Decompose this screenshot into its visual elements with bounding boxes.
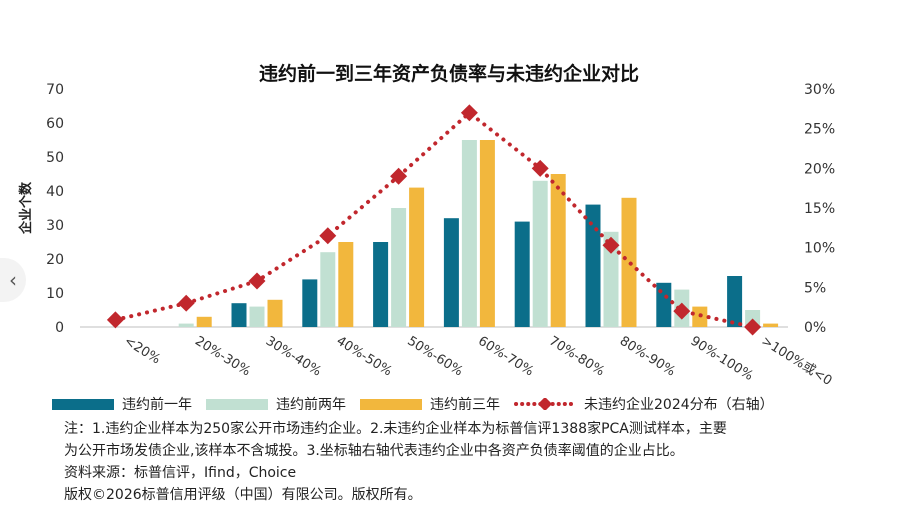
legend-swatch-nondefault [514, 398, 576, 410]
nondefault-point-1 [177, 294, 195, 312]
notes: 注：1.违约企业样本为250家公开市场违约企业。2.未违约企业样本为标普信评13… [64, 418, 864, 506]
x-tick-label: 30%-40% [263, 334, 324, 380]
chart: 违约前一到三年资产负债率与未违约企业对比 企业个数 0 10 20 30 40 50 60 7… [18, 62, 835, 389]
legend-item-year2: 违约前两年 [206, 394, 346, 414]
bar-2-5 [461, 140, 477, 327]
y2-tick-label: 10% [804, 241, 835, 257]
legend-swatch-year2 [206, 398, 268, 410]
nondefault-point-9 [744, 318, 762, 336]
y-tick-label: 60 [46, 116, 64, 132]
y-tick-label: 10 [46, 286, 64, 302]
y2-tick-label: 5% [804, 280, 826, 296]
legend-swatch-year1 [52, 398, 114, 410]
x-tick-label: 50%-60% [404, 334, 465, 380]
x-tick-label: >100%或<0 [758, 334, 834, 389]
y-tick-label: 30 [46, 218, 64, 234]
y2-tick-label: 15% [804, 201, 835, 217]
legend: 违约前一年 违约前两年 违约前三年 未违约企业2024分布（右轴） [52, 394, 788, 414]
bar-3-9 [763, 323, 779, 327]
y2-tick-label: 20% [804, 161, 835, 177]
y-tick-label: 20 [46, 252, 64, 268]
nondefault-point-0 [106, 311, 124, 329]
nondefault-point-3 [319, 227, 337, 245]
bar-1-7 [585, 204, 601, 327]
bar-3-7 [621, 197, 637, 327]
x-tick-label: 80%-90% [617, 334, 678, 380]
bar-1-6 [514, 221, 530, 327]
y2-tick-label: 25% [804, 122, 835, 138]
bar-2-3 [320, 252, 336, 327]
y-tick-label: 70 [46, 82, 64, 98]
y-tick-label: 50 [46, 150, 64, 166]
y-tick-label: 40 [46, 184, 64, 200]
nondefault-point-2 [248, 272, 266, 290]
bar-1-9 [727, 276, 743, 327]
note-line-1: 注：1.违约企业样本为250家公开市场违约企业。2.未违约企业样本为标普信评13… [64, 421, 727, 437]
bar-1-4 [373, 242, 389, 327]
y-axis-label: 企业个数 [18, 181, 34, 235]
x-tick-label: <20% [121, 334, 163, 368]
legend-label-nondefault: 未违约企业2024分布（右轴） [584, 397, 774, 413]
y2-tick-label: 0% [804, 320, 826, 336]
nondefault-point-6 [531, 159, 549, 177]
nondefault-line [113, 110, 755, 329]
bar-2-2 [249, 306, 265, 327]
bar-3-6 [550, 174, 566, 327]
chevron-left-icon: ‹ [9, 268, 17, 292]
bar-3-3 [338, 242, 354, 327]
source-line: 资料来源：标普信评，Ifind，Choice [64, 465, 297, 481]
bar-2-4 [391, 208, 407, 327]
bar-1-3 [302, 279, 318, 327]
y-tick-label: 0 [55, 320, 64, 336]
bar-3-1 [196, 316, 212, 327]
legend-item-year1: 违约前一年 [52, 394, 192, 414]
x-tick-label: 20%-30% [192, 334, 253, 380]
legend-swatch-year3 [360, 398, 422, 410]
bar-1-5 [443, 218, 459, 327]
bar-3-4 [409, 187, 425, 327]
nondefault-point-8 [673, 302, 691, 320]
x-tick-label: 90%-100% [688, 334, 756, 384]
y2-tick-label: 30% [804, 82, 835, 98]
bar-2-6 [532, 180, 548, 327]
bar-3-2 [267, 299, 283, 327]
bar-2-1 [178, 323, 194, 327]
legend-item-year3: 违约前三年 [360, 394, 500, 414]
legend-label-year2: 违约前两年 [276, 397, 346, 413]
chart-title: 违约前一到三年资产负债率与未违约企业对比 [259, 62, 639, 85]
x-tick-label: 70%-80% [546, 334, 607, 380]
x-tick-label: 60%-70% [475, 334, 536, 380]
nondefault-point-4 [390, 167, 408, 185]
legend-label-year1: 违约前一年 [122, 397, 192, 413]
legend-item-nondefault: 未违约企业2024分布（右轴） [514, 394, 774, 414]
note-line-2: 为公开市场发债企业,该样本不含城投。3.坐标轴右轴代表违约企业中各资产负债率阈值… [64, 443, 684, 459]
nondefault-point-5 [460, 104, 478, 122]
bar-3-5 [479, 140, 495, 327]
copyright-line: 版权©2026标普信用评级（中国）有限公司。版权所有。 [64, 487, 422, 503]
x-tick-label: 40%-50% [334, 334, 395, 380]
nondefault-point-7 [602, 236, 620, 254]
bar-1-2 [231, 303, 247, 327]
bar-2-7 [603, 231, 619, 327]
bar-1-8 [656, 282, 672, 327]
legend-label-year3: 违约前三年 [430, 397, 500, 413]
